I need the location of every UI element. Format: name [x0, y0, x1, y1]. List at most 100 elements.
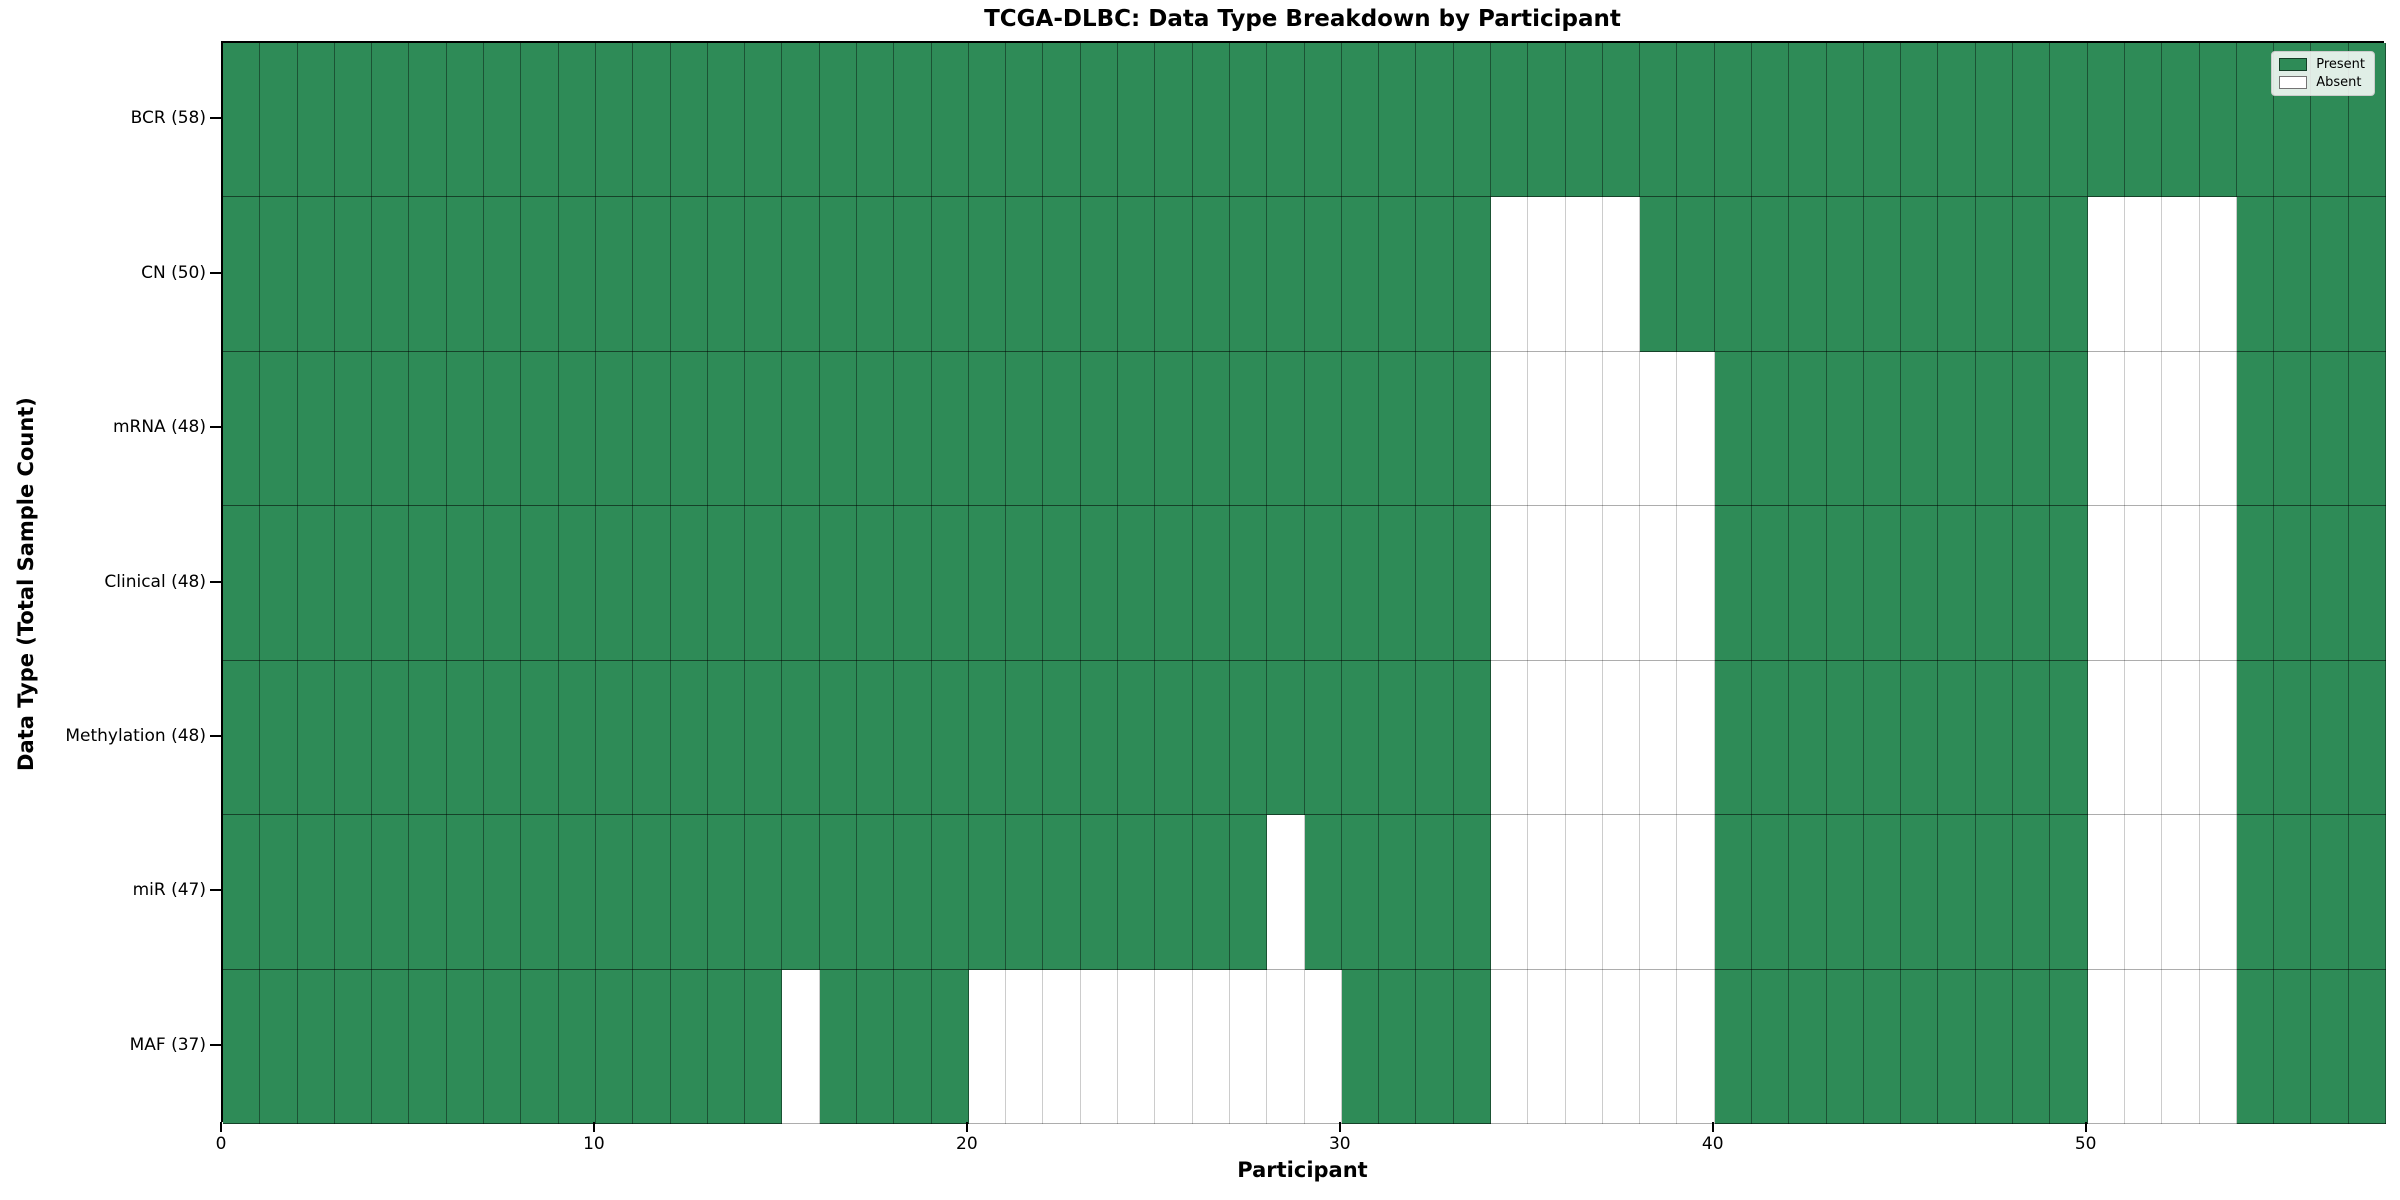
heatmap-cell	[2274, 352, 2311, 506]
heatmap-cell	[1454, 661, 1491, 815]
heatmap-cell	[596, 815, 633, 970]
heatmap-cell	[1305, 815, 1342, 970]
legend-swatch-absent-icon	[2279, 76, 2308, 89]
heatmap-cell	[708, 352, 745, 506]
heatmap-cell	[1976, 352, 2013, 506]
heatmap-cell	[1305, 352, 1342, 506]
heatmap-cell	[1528, 197, 1566, 352]
heatmap-cell	[1155, 661, 1193, 815]
heatmap-cell	[298, 506, 335, 661]
x-tick-mark	[592, 1122, 595, 1132]
heatmap-cell	[1864, 43, 1901, 197]
heatmap-cell	[1603, 506, 1640, 661]
heatmap-cell	[932, 352, 969, 506]
heatmap-cell	[1342, 970, 1379, 1124]
heatmap-cell	[1752, 815, 1789, 970]
heatmap-cell	[1752, 970, 1789, 1124]
heatmap-cell	[820, 197, 857, 352]
heatmap-cell	[2162, 815, 2200, 970]
heatmap-cell	[1566, 197, 1603, 352]
heatmap-cell	[1342, 197, 1379, 352]
heatmap-cell	[1267, 970, 1305, 1124]
heatmap-cell	[1006, 197, 1043, 352]
heatmap-cell	[1193, 506, 1230, 661]
y-tick-label: Methylation (48)	[65, 725, 206, 746]
heatmap-cell	[2200, 815, 2237, 970]
heatmap-cell	[2200, 506, 2237, 661]
heatmap-cell	[1715, 43, 1752, 197]
heatmap-cell	[521, 43, 559, 197]
heatmap-cell	[1416, 815, 1454, 970]
heatmap-cell	[1901, 197, 1938, 352]
heatmap-cell	[2311, 352, 2349, 506]
heatmap-cell	[1827, 43, 1864, 197]
heatmap-cell	[1454, 352, 1491, 506]
heatmap-cell	[1043, 661, 1081, 815]
heatmap-cell	[969, 43, 1006, 197]
heatmap-cell	[894, 661, 932, 815]
heatmap-cell	[260, 661, 298, 815]
legend-label-absent: Absent	[2316, 75, 2362, 90]
heatmap-cell	[596, 352, 633, 506]
heatmap-cell	[372, 506, 409, 661]
heatmap-cell	[969, 970, 1006, 1124]
heatmap-cell	[1528, 815, 1566, 970]
heatmap-cell	[1752, 43, 1789, 197]
x-tick-label: 0	[215, 1134, 227, 1154]
heatmap-cell	[1267, 506, 1305, 661]
heatmap-cell	[1491, 661, 1528, 815]
heatmap-cell	[1938, 43, 1976, 197]
heatmap-cell	[2013, 661, 2050, 815]
y-tick-label: CN (50)	[141, 262, 206, 283]
heatmap-cell	[447, 197, 484, 352]
heatmap-cell	[223, 661, 260, 815]
heatmap-cell	[1603, 815, 1640, 970]
heatmap-cell	[932, 43, 969, 197]
heatmap-cell	[1976, 197, 2013, 352]
heatmap-cell	[1305, 43, 1342, 197]
heatmap-cell	[447, 970, 484, 1124]
heatmap-cell	[745, 506, 782, 661]
heatmap-cell	[1081, 815, 1118, 970]
heatmap-cell	[2311, 815, 2349, 970]
heatmap-cell	[484, 815, 521, 970]
legend-swatch-present-icon	[2279, 58, 2308, 71]
heatmap-cell	[894, 970, 932, 1124]
heatmap-cell	[1677, 970, 1715, 1124]
y-tick-mark	[210, 117, 221, 120]
heatmap-cell	[1640, 352, 1677, 506]
heatmap-cell	[2311, 970, 2349, 1124]
heatmap-cell	[1789, 43, 1827, 197]
heatmap-cell	[1081, 506, 1118, 661]
heatmap-cell	[1379, 970, 1416, 1124]
y-tick-label: mRNA (48)	[112, 417, 206, 438]
heatmap-cell	[596, 970, 633, 1124]
heatmap-cell	[1976, 43, 2013, 197]
heatmap-cell	[1827, 661, 1864, 815]
heatmap-cell	[2237, 352, 2274, 506]
heatmap-cell	[1267, 661, 1305, 815]
heatmap-cell	[559, 661, 596, 815]
heatmap-cell	[2088, 43, 2125, 197]
heatmap-cell	[1528, 43, 1566, 197]
heatmap-cell	[2200, 661, 2237, 815]
heatmap-cell	[969, 352, 1006, 506]
heatmap-cell	[1827, 815, 1864, 970]
x-tick-label: 50	[2074, 1134, 2097, 1154]
heatmap-cell	[1715, 970, 1752, 1124]
chart-title: TCGA-DLBC: Data Type Breakdown by Partic…	[984, 6, 1621, 32]
heatmap-cell	[1081, 43, 1118, 197]
heatmap-cell	[2050, 815, 2088, 970]
heatmap-cell	[1864, 352, 1901, 506]
heatmap-cell	[1416, 506, 1454, 661]
heatmap-cell	[1677, 352, 1715, 506]
heatmap-cell	[2237, 506, 2274, 661]
heatmap-cell	[1230, 970, 1267, 1124]
heatmap-cell	[1976, 815, 2013, 970]
heatmap-cell	[894, 197, 932, 352]
heatmap-cell	[1864, 197, 1901, 352]
heatmap-cell	[2274, 970, 2311, 1124]
heatmap-cell	[1379, 815, 1416, 970]
heatmap-cell	[409, 661, 447, 815]
heatmap-cell	[1043, 197, 1081, 352]
